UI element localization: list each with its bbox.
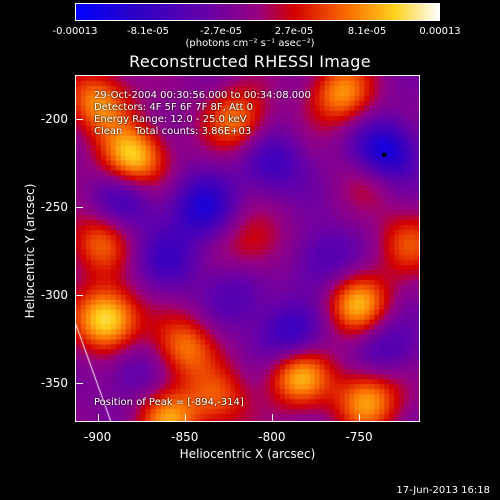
y-tick-label: -200 (40, 112, 68, 127)
x-tick-mark (271, 414, 273, 422)
colorbar-tick: -8.1e-05 (127, 26, 169, 37)
x-tick-mark (97, 414, 99, 422)
x-tick-label: -850 (171, 430, 199, 444)
footer-date: 17-Jun-2013 16:18 (396, 485, 490, 496)
y-tick-mark (75, 295, 83, 297)
detectors-label: Detectors: 4F 5F 6F 7F 8F, Att 0 (94, 102, 254, 113)
y-axis-label: Heliocentric Y (arcsec) (23, 183, 37, 319)
y-tick-label: -300 (40, 288, 68, 303)
x-tick-label: -800 (258, 430, 286, 444)
clean-counts-label: Clean Total counts: 3.86E+03 (94, 126, 252, 137)
x-tick-mark (184, 414, 186, 422)
time-range-label: 29-Oct-2004 00:30:56.000 to 00:34:08.000 (94, 90, 311, 101)
y-tick-mark (75, 119, 83, 121)
x-tick-label: -900 (84, 430, 112, 444)
colorbar-units: (photons cm⁻² s⁻¹ asec⁻²) (185, 38, 315, 49)
x-tick-mark (359, 414, 360, 422)
energy-range-label: Energy Range: 12.0 - 25.0 keV (94, 114, 247, 125)
colorbar-tick: -0.00013 (52, 26, 98, 37)
y-tick-mark (75, 383, 83, 385)
peak-position-label: Position of Peak = [-894,-314] (94, 397, 244, 408)
colorbar (75, 3, 440, 21)
colorbar-tick: 8.1e-05 (347, 26, 387, 37)
chart-title: Reconstructed RHESSI Image (129, 52, 371, 71)
y-tick-label: -250 (40, 200, 68, 215)
colorbar-tick: -2.7e-05 (200, 26, 242, 37)
plot-area (75, 75, 420, 422)
colorbar-tick: 2.7e-05 (274, 26, 314, 37)
heatmap-image (76, 76, 419, 421)
colorbar-tick: 0.00013 (419, 26, 461, 37)
x-axis-label: Heliocentric X (arcsec) (179, 447, 316, 461)
y-tick-mark (75, 207, 83, 209)
x-tick-label: -750 (345, 430, 373, 444)
y-tick-label: -350 (40, 376, 68, 391)
